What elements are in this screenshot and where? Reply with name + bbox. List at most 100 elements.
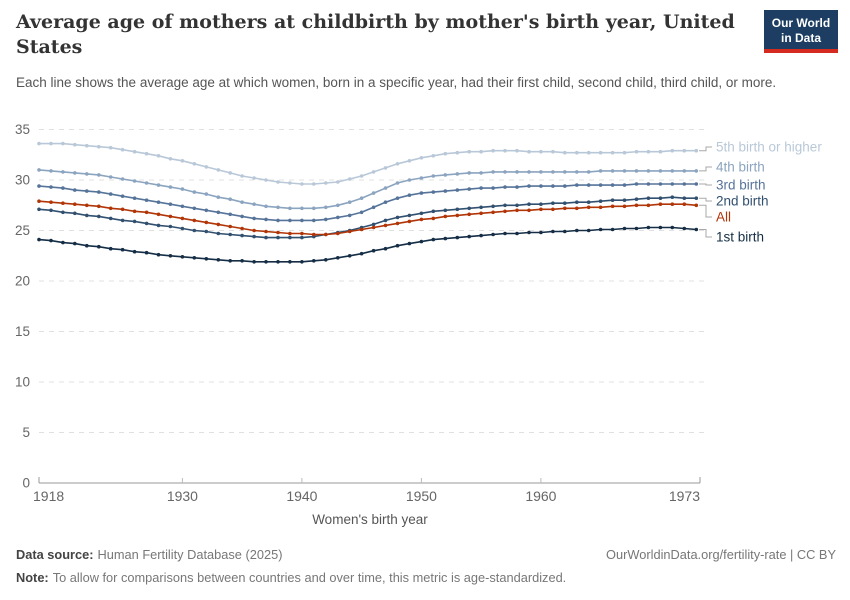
data-point bbox=[694, 196, 699, 200]
data-point bbox=[610, 198, 615, 202]
data-point bbox=[336, 256, 340, 260]
legend-label-2nd-birth[interactable]: 2nd birth bbox=[716, 194, 769, 209]
data-point bbox=[527, 149, 531, 154]
data-point bbox=[682, 182, 687, 186]
data-point bbox=[97, 244, 101, 249]
data-point bbox=[515, 231, 519, 236]
data-point bbox=[168, 185, 173, 189]
data-point bbox=[120, 247, 125, 252]
data-point bbox=[180, 216, 185, 221]
data-point bbox=[563, 184, 567, 188]
legend-label-1st-birth[interactable]: 1st birth bbox=[716, 230, 764, 245]
data-point bbox=[252, 202, 256, 206]
data-point bbox=[264, 204, 268, 209]
data-point bbox=[563, 206, 567, 211]
data-point bbox=[240, 259, 244, 263]
data-point bbox=[455, 213, 460, 218]
data-point bbox=[551, 201, 555, 205]
data-point bbox=[658, 202, 663, 206]
data-point bbox=[347, 177, 352, 181]
data-point bbox=[658, 149, 663, 154]
legend-connector bbox=[699, 183, 712, 186]
data-point bbox=[503, 209, 507, 214]
data-point bbox=[491, 170, 495, 174]
series-line-3rd-birth[interactable] bbox=[38, 183, 697, 222]
data-point bbox=[634, 197, 639, 201]
x-tick-label: 1960 bbox=[525, 488, 556, 504]
data-source-value[interactable]: Human Fertility Database (2025) bbox=[97, 547, 283, 562]
data-point bbox=[407, 178, 412, 182]
data-point bbox=[168, 254, 173, 258]
data-point bbox=[491, 232, 495, 237]
owid-logo[interactable]: Our World in Data bbox=[764, 10, 838, 54]
data-point bbox=[503, 203, 507, 208]
data-point bbox=[395, 221, 400, 226]
data-point bbox=[646, 203, 651, 208]
legend-label-all[interactable]: All bbox=[716, 210, 731, 225]
data-point bbox=[180, 204, 185, 209]
data-point bbox=[300, 206, 304, 211]
data-point bbox=[646, 149, 651, 154]
y-tick-label: 15 bbox=[15, 324, 30, 339]
series-line-all[interactable] bbox=[38, 200, 697, 236]
data-point bbox=[658, 196, 663, 200]
data-point bbox=[120, 194, 125, 198]
data-point bbox=[575, 200, 579, 204]
data-point bbox=[228, 212, 232, 217]
data-point bbox=[586, 200, 591, 204]
data-point bbox=[575, 228, 579, 233]
attribution-link[interactable]: OurWorldinData.org/fertility-rate | CC B… bbox=[606, 547, 836, 562]
data-point bbox=[527, 208, 531, 213]
data-point bbox=[97, 204, 101, 209]
line-chart: 0 5 10 15 20 25 30 35 1918 1930 1940 1950 1960 1973 Wo… bbox=[15, 122, 822, 527]
data-point bbox=[443, 236, 448, 241]
data-point bbox=[527, 184, 531, 188]
legend-label-4th-birth[interactable]: 4th birth bbox=[716, 160, 765, 175]
series-line-5th-birth-or-higher[interactable] bbox=[39, 142, 697, 185]
data-point bbox=[670, 202, 675, 206]
data-point bbox=[491, 210, 495, 215]
data-point bbox=[347, 229, 352, 234]
series-line-4th-birth[interactable] bbox=[38, 169, 697, 210]
data-point bbox=[694, 148, 699, 153]
data-point bbox=[216, 168, 221, 172]
data-point bbox=[598, 199, 603, 203]
legend-connector bbox=[699, 166, 712, 172]
data-point bbox=[491, 204, 495, 209]
data-point bbox=[192, 206, 197, 211]
data-point bbox=[240, 174, 244, 178]
data-point bbox=[515, 203, 519, 208]
data-point bbox=[407, 219, 412, 224]
legend-label-3rd-birth[interactable]: 3rd birth bbox=[716, 178, 766, 193]
data-point bbox=[371, 170, 376, 174]
data-point bbox=[204, 208, 209, 213]
data-point bbox=[610, 150, 615, 155]
data-point bbox=[646, 225, 651, 230]
series-line-2nd-birth[interactable] bbox=[38, 196, 697, 239]
data-point bbox=[347, 213, 352, 218]
data-point bbox=[515, 185, 519, 189]
series-dots-4th-birth bbox=[37, 168, 699, 211]
data-point bbox=[575, 183, 579, 187]
legend-connector bbox=[699, 197, 712, 202]
x-axis-title: Women's birth year bbox=[312, 512, 428, 527]
data-point bbox=[61, 201, 65, 205]
data-point bbox=[682, 148, 687, 153]
data-point bbox=[694, 169, 699, 173]
series-line-1st-birth[interactable] bbox=[38, 226, 697, 263]
data-point bbox=[49, 200, 53, 204]
data-point bbox=[132, 196, 137, 200]
data-point bbox=[455, 207, 460, 212]
data-point bbox=[85, 203, 89, 208]
data-point bbox=[37, 237, 41, 242]
data-point bbox=[264, 235, 268, 240]
legend-label-5th-birth-or-higher[interactable]: 5th birth or higher bbox=[716, 140, 822, 155]
data-point bbox=[204, 192, 209, 196]
data-point bbox=[312, 218, 316, 223]
data-point bbox=[479, 171, 483, 175]
data-point bbox=[61, 141, 65, 146]
data-point bbox=[407, 241, 412, 246]
data-point bbox=[395, 243, 400, 248]
data-point bbox=[252, 228, 256, 233]
data-point bbox=[120, 218, 125, 223]
